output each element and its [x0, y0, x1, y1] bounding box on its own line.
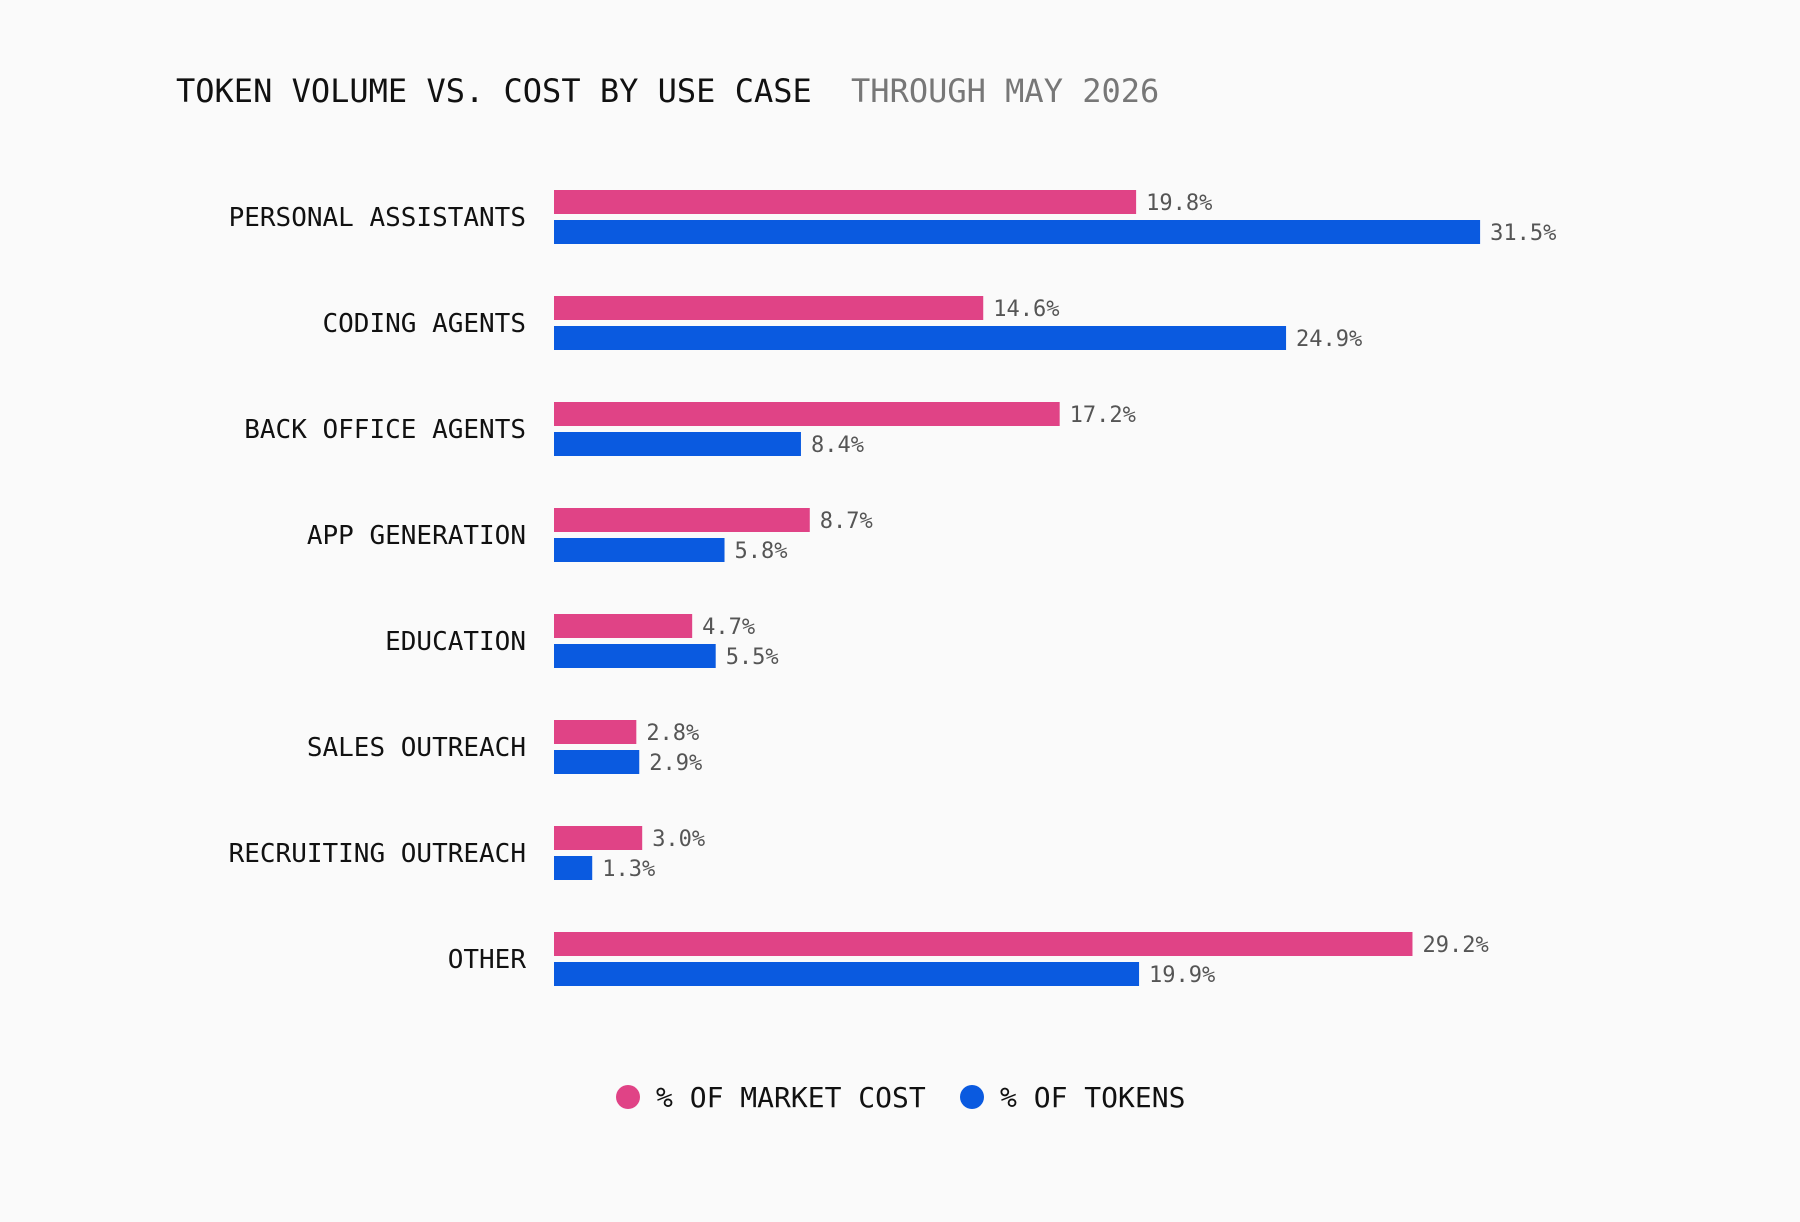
cost-bar [554, 720, 637, 744]
tokens-value-label: 5.8% [735, 539, 788, 564]
category-label: APP GENERATION [307, 521, 526, 551]
tokens-bar [554, 432, 801, 456]
legend-item: % OF TOKENS [960, 1081, 1185, 1114]
tokens-bar [554, 962, 1140, 986]
bar-group: EDUCATION 4.7% 5.5% [385, 614, 779, 670]
tokens-value-label: 19.9% [1149, 963, 1215, 988]
bar-group: BACK OFFICE AGENTS 17.2% 8.4% [244, 402, 1136, 458]
cost-bar [554, 402, 1060, 426]
category-label: SALES OUTREACH [307, 733, 526, 763]
legend-label: % OF TOKENS [1000, 1081, 1185, 1114]
cost-bar [554, 614, 693, 638]
tokens-value-label: 31.5% [1490, 221, 1556, 246]
legend-marker [960, 1085, 984, 1109]
cost-value-label: 3.0% [652, 827, 705, 852]
tokens-bar [554, 220, 1481, 244]
tokens-value-label: 5.5% [726, 645, 779, 670]
legend-label: % OF MARKET COST [656, 1081, 926, 1114]
cost-value-label: 4.7% [702, 615, 755, 640]
bar-group: CODING AGENTS 14.6% 24.9% [323, 296, 1362, 352]
cost-value-label: 19.8% [1146, 191, 1212, 216]
tokens-bar [554, 326, 1287, 350]
cost-bar [554, 190, 1137, 214]
chart-subtitle: THROUGH MAY 2026 [851, 72, 1159, 110]
tokens-bar [554, 538, 725, 562]
category-label: PERSONAL ASSISTANTS [229, 203, 526, 233]
category-label: RECRUITING OUTREACH [229, 839, 526, 869]
bar-group: APP GENERATION 8.7% 5.8% [307, 508, 873, 564]
category-label: OTHER [448, 945, 527, 975]
cost-value-label: 17.2% [1070, 403, 1136, 428]
cost-value-label: 14.6% [993, 297, 1059, 322]
bars-group: PERSONAL ASSISTANTS 19.8% 31.5% CODING AGEN… [229, 190, 1556, 988]
legend-marker [616, 1085, 640, 1109]
tokens-value-label: 8.4% [811, 433, 864, 458]
category-label: BACK OFFICE AGENTS [244, 415, 526, 445]
category-label: CODING AGENTS [323, 309, 527, 339]
bar-group: RECRUITING OUTREACH 3.0% 1.3% [229, 826, 705, 882]
tokens-bar [554, 750, 640, 774]
cost-bar [554, 296, 984, 320]
bar-group: SALES OUTREACH 2.8% 2.9% [307, 720, 702, 776]
legend-item: % OF MARKET COST [616, 1081, 926, 1114]
chart-title: TOKEN VOLUME VS. COST BY USE CASE THROUG… [176, 72, 1159, 110]
category-label: EDUCATION [385, 627, 526, 657]
cost-bar [554, 932, 1413, 956]
cost-value-label: 2.8% [646, 721, 699, 746]
tokens-bar [554, 856, 593, 880]
tokens-value-label: 2.9% [649, 751, 702, 776]
cost-value-label: 8.7% [820, 509, 873, 534]
legend: % OF MARKET COST % OF TOKENS [616, 1081, 1185, 1114]
tokens-bar [554, 644, 716, 668]
cost-bar [554, 826, 643, 850]
bar-group: OTHER 29.2% 19.9% [448, 932, 1489, 988]
chart-title-main: TOKEN VOLUME VS. COST BY USE CASE [176, 72, 812, 110]
tokens-value-label: 24.9% [1296, 327, 1362, 352]
bar-group: PERSONAL ASSISTANTS 19.8% 31.5% [229, 190, 1556, 246]
cost-bar [554, 508, 810, 532]
cost-value-label: 29.2% [1422, 933, 1488, 958]
tokens-value-label: 1.3% [602, 857, 655, 882]
